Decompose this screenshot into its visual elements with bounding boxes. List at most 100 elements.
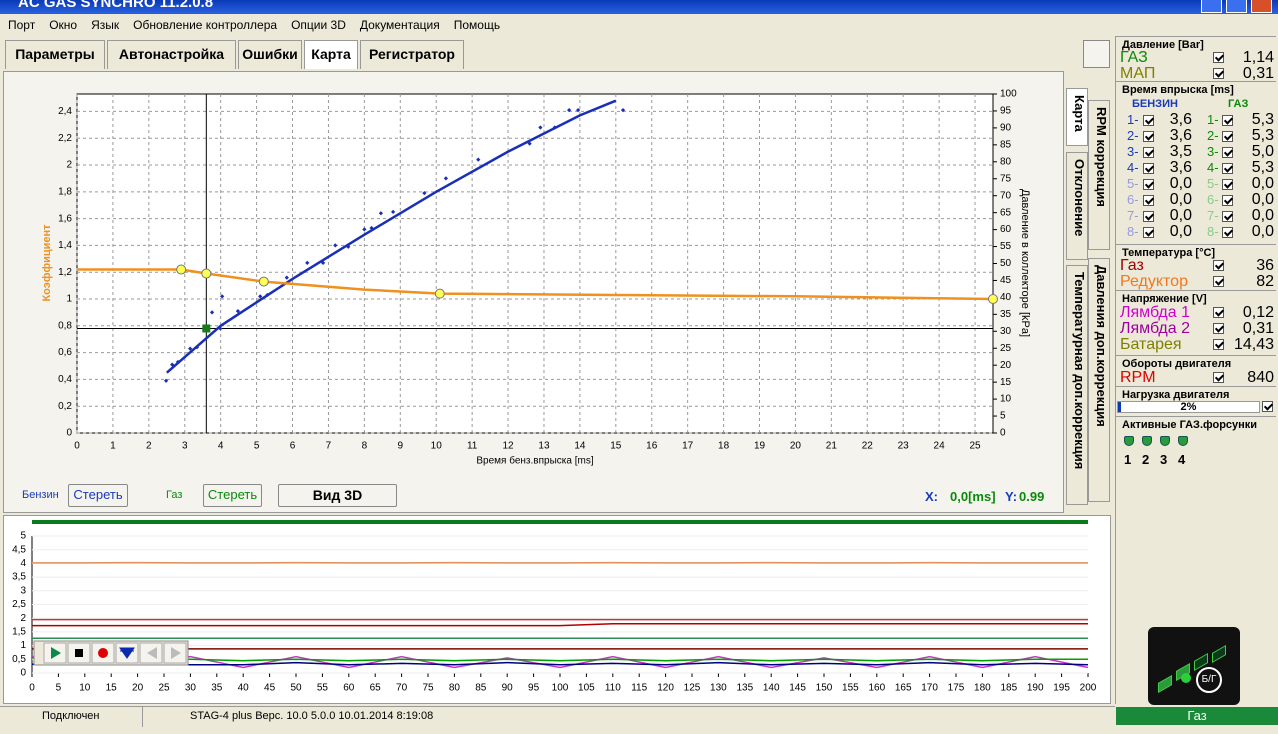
param-value: 82 xyxy=(1256,273,1274,290)
checkbox[interactable] xyxy=(1222,147,1233,158)
menu-item[interactable]: Опции 3D xyxy=(291,18,346,32)
close-button[interactable] xyxy=(1251,0,1272,13)
menu-item[interactable]: Помощь xyxy=(453,18,501,32)
menu-bar: Порт Окно Язык Обновление контроллера Опции … xyxy=(0,18,500,36)
side-tab[interactable]: Отклонение xyxy=(1066,152,1088,260)
checkbox[interactable] xyxy=(1213,276,1224,287)
checkbox[interactable] xyxy=(1143,195,1154,206)
load-value: 2% xyxy=(1180,401,1197,413)
data-point xyxy=(235,308,241,314)
x-tick-label: 75 xyxy=(422,683,434,694)
gas-time: 5,3 xyxy=(1251,127,1274,144)
injector-icon xyxy=(1160,436,1170,446)
checkbox[interactable] xyxy=(1143,227,1154,238)
checkbox[interactable] xyxy=(1143,147,1154,158)
x-tick-label: 130 xyxy=(710,683,727,694)
side-tab[interactable]: Температурная доп.коррекция xyxy=(1066,265,1088,505)
checkbox[interactable] xyxy=(1222,211,1233,222)
menu-item[interactable]: Язык xyxy=(91,18,120,32)
cursor-x: 0,0[ms] xyxy=(950,489,996,504)
checkbox[interactable] xyxy=(1222,179,1233,190)
checkbox[interactable] xyxy=(1143,163,1154,174)
window-title: AC GAS SYNCHRO 11.2.0.8 xyxy=(18,0,214,11)
tab[interactable]: Ошибки xyxy=(238,40,302,69)
x-tick-label: 10 xyxy=(79,683,91,694)
y2-tick-label: 30 xyxy=(1000,326,1012,337)
x-tick-label: 15 xyxy=(106,683,118,694)
tab[interactable]: Карта xyxy=(304,40,358,69)
clear-gas-button[interactable]: Стереть xyxy=(203,484,262,507)
data-point xyxy=(305,260,310,265)
injectors-title: Активные ГАЗ.форсунки xyxy=(1122,419,1258,431)
side-tab[interactable]: RPM коррекция xyxy=(1088,100,1110,250)
checkbox[interactable] xyxy=(1222,227,1233,238)
gas-time: 0,0 xyxy=(1251,175,1274,192)
side-tab[interactable]: Давления доп.коррекция xyxy=(1088,258,1110,502)
menu-item[interactable]: Документация xyxy=(359,18,440,32)
injector-label: 2 xyxy=(1142,452,1150,467)
gas-time: 5,3 xyxy=(1251,111,1274,128)
checkbox[interactable] xyxy=(1143,179,1154,190)
side-tab[interactable]: Карта xyxy=(1066,88,1088,146)
help-button[interactable] xyxy=(1083,40,1110,68)
channel-label: 1- xyxy=(1207,112,1219,127)
y2-tick-label: 65 xyxy=(1000,207,1012,218)
menu-item[interactable]: Обновление контроллера xyxy=(133,18,278,32)
view-3d-button[interactable]: Вид 3D xyxy=(278,484,397,507)
trace xyxy=(32,657,1088,662)
x-tick-label: 0 xyxy=(29,683,35,694)
x-tick-label: 23 xyxy=(898,441,910,452)
clear-petrol-button[interactable]: Стереть xyxy=(68,484,128,507)
gas-label: Газ xyxy=(166,489,183,501)
x-tick-label: 95 xyxy=(528,683,540,694)
data-point xyxy=(378,211,384,216)
checkbox[interactable] xyxy=(1222,115,1233,126)
gas-time: 0,0 xyxy=(1251,223,1274,240)
menu-item[interactable]: Порт xyxy=(8,18,36,32)
checkbox[interactable] xyxy=(1262,401,1273,412)
y-tick-label: 1,8 xyxy=(58,186,72,197)
x-tick-label: 160 xyxy=(868,683,885,694)
y-tick-label: 0,5 xyxy=(12,654,26,665)
checkbox[interactable] xyxy=(1213,260,1224,271)
x-tick-label: 55 xyxy=(317,683,329,694)
y-tick-label: 1 xyxy=(20,640,26,651)
cursor-y-label: Y: xyxy=(1005,489,1018,504)
data-point xyxy=(258,294,263,299)
param-name: ГАЗ xyxy=(1120,49,1148,66)
x-tick-label: 18 xyxy=(718,441,730,452)
checkbox[interactable] xyxy=(1213,323,1224,334)
tab[interactable]: Параметры xyxy=(5,40,105,69)
checkbox[interactable] xyxy=(1143,115,1154,126)
checkbox[interactable] xyxy=(1222,195,1233,206)
x-tick-label: 185 xyxy=(1000,683,1017,694)
x-tick-label: 25 xyxy=(969,441,981,452)
channel-label: 1- xyxy=(1127,112,1139,127)
tab[interactable]: Регистратор xyxy=(360,40,464,69)
maximize-button[interactable] xyxy=(1226,0,1247,13)
y2-axis-title: Давление в коллекторе [kPa] xyxy=(1019,189,1031,337)
checkbox[interactable] xyxy=(1213,339,1224,350)
checkbox[interactable] xyxy=(1213,307,1224,318)
checkbox[interactable] xyxy=(1143,211,1154,222)
section-title: Время впрыска [ms] xyxy=(1122,84,1234,96)
section-title: Давление [Bar] xyxy=(1122,39,1204,51)
tab[interactable]: Автонастройка xyxy=(107,40,236,69)
x-tick-label: 190 xyxy=(1027,683,1044,694)
checkbox[interactable] xyxy=(1222,163,1233,174)
x-tick-label: 140 xyxy=(763,683,780,694)
checkbox[interactable] xyxy=(1213,372,1224,383)
y2-tick-label: 95 xyxy=(1000,106,1012,117)
x-tick-label: 19 xyxy=(754,441,766,452)
x-tick-label: 7 xyxy=(326,441,332,452)
status-divider xyxy=(142,707,143,727)
y-axis-title: Коэффициент xyxy=(41,224,53,302)
param-name: Лямбда 2 xyxy=(1120,320,1191,337)
minimize-button[interactable] xyxy=(1201,0,1222,13)
checkbox[interactable] xyxy=(1143,131,1154,142)
checkbox[interactable] xyxy=(1213,52,1224,63)
menu-item[interactable]: Окно xyxy=(49,18,78,32)
checkbox[interactable] xyxy=(1213,68,1224,79)
param-name: Батарея xyxy=(1120,336,1182,353)
checkbox[interactable] xyxy=(1222,131,1233,142)
